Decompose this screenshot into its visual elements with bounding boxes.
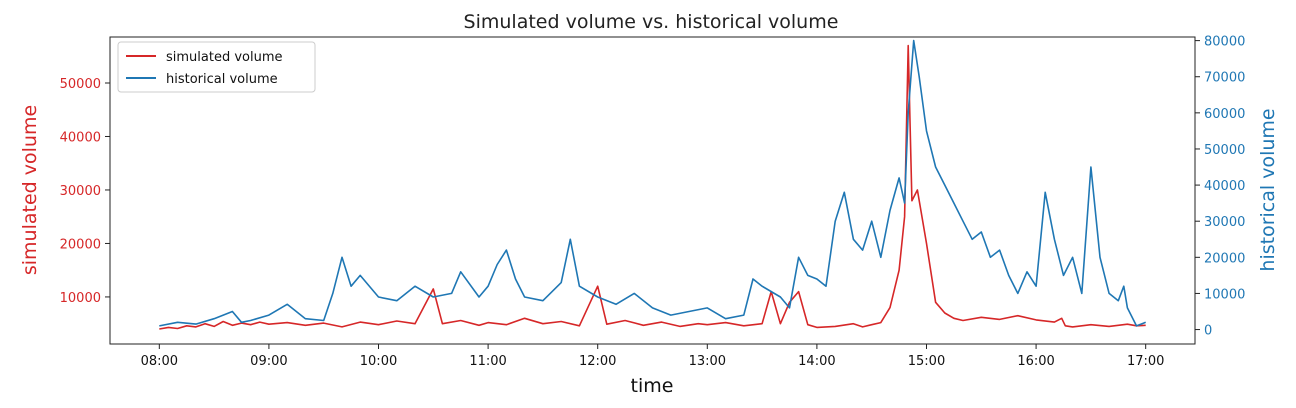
- x-tick-label-3: 11:00: [469, 354, 506, 369]
- y-left-tick-label-1: 20000: [60, 237, 101, 252]
- y-right-tick-label-8: 80000: [1204, 35, 1245, 50]
- x-tick-label-8: 16:00: [1017, 354, 1054, 369]
- x-tick-label-6: 14:00: [798, 354, 835, 369]
- x-tick-label-7: 15:00: [908, 354, 945, 369]
- y-right-tick-label-5: 50000: [1204, 143, 1245, 158]
- plot-frame: [109, 36, 1196, 345]
- legend-label-historical: historical volume: [166, 72, 278, 87]
- y-left-axis: 10000 20000 30000 40000 50000: [60, 77, 110, 306]
- y-right-tick-label-2: 20000: [1204, 251, 1245, 266]
- y-left-tick-label-0: 10000: [60, 291, 101, 306]
- y-right-tick-label-3: 30000: [1204, 215, 1245, 230]
- y-right-tick-label-1: 10000: [1204, 287, 1245, 302]
- chart-title: Simulated volume vs. historical volume: [464, 11, 839, 33]
- y-left-tick-label-3: 40000: [60, 130, 101, 145]
- x-tick-label-9: 17:00: [1127, 354, 1164, 369]
- series-line-simulated: [159, 44, 1146, 330]
- series-line-historical: [159, 39, 1146, 327]
- x-tick-label-2: 10:00: [360, 354, 397, 369]
- legend-box: [117, 41, 316, 93]
- y-right-axis: 0 10000 20000 30000 40000 50000 60000 70000 8000…: [1195, 35, 1245, 339]
- x-tick-label-4: 12:00: [579, 354, 616, 369]
- y-left-axis-title: simulated volume: [19, 105, 41, 275]
- legend: simulated volume historical volume: [117, 41, 316, 93]
- y-left-tick-label-2: 30000: [60, 184, 101, 199]
- y-left-tick-label-4: 50000: [60, 77, 101, 92]
- series-layer: [159, 39, 1146, 330]
- x-tick-label-5: 13:00: [689, 354, 726, 369]
- y-right-tick-label-7: 70000: [1204, 71, 1245, 86]
- y-right-axis-title: historical volume: [1257, 108, 1279, 271]
- x-tick-label-1: 09:00: [250, 354, 287, 369]
- x-axis-title: time: [631, 375, 674, 397]
- y-right-tick-label-0: 0: [1204, 324, 1212, 339]
- x-axis: 08:00 09:00 10:00 11:00 12:00 13:00 14:00 15:00…: [141, 344, 1164, 369]
- x-tick-label-0: 08:00: [141, 354, 178, 369]
- y-right-tick-label-4: 40000: [1204, 179, 1245, 194]
- y-right-tick-label-6: 60000: [1204, 107, 1245, 122]
- plot-area: [109, 36, 1196, 345]
- legend-label-simulated: simulated volume: [166, 50, 283, 65]
